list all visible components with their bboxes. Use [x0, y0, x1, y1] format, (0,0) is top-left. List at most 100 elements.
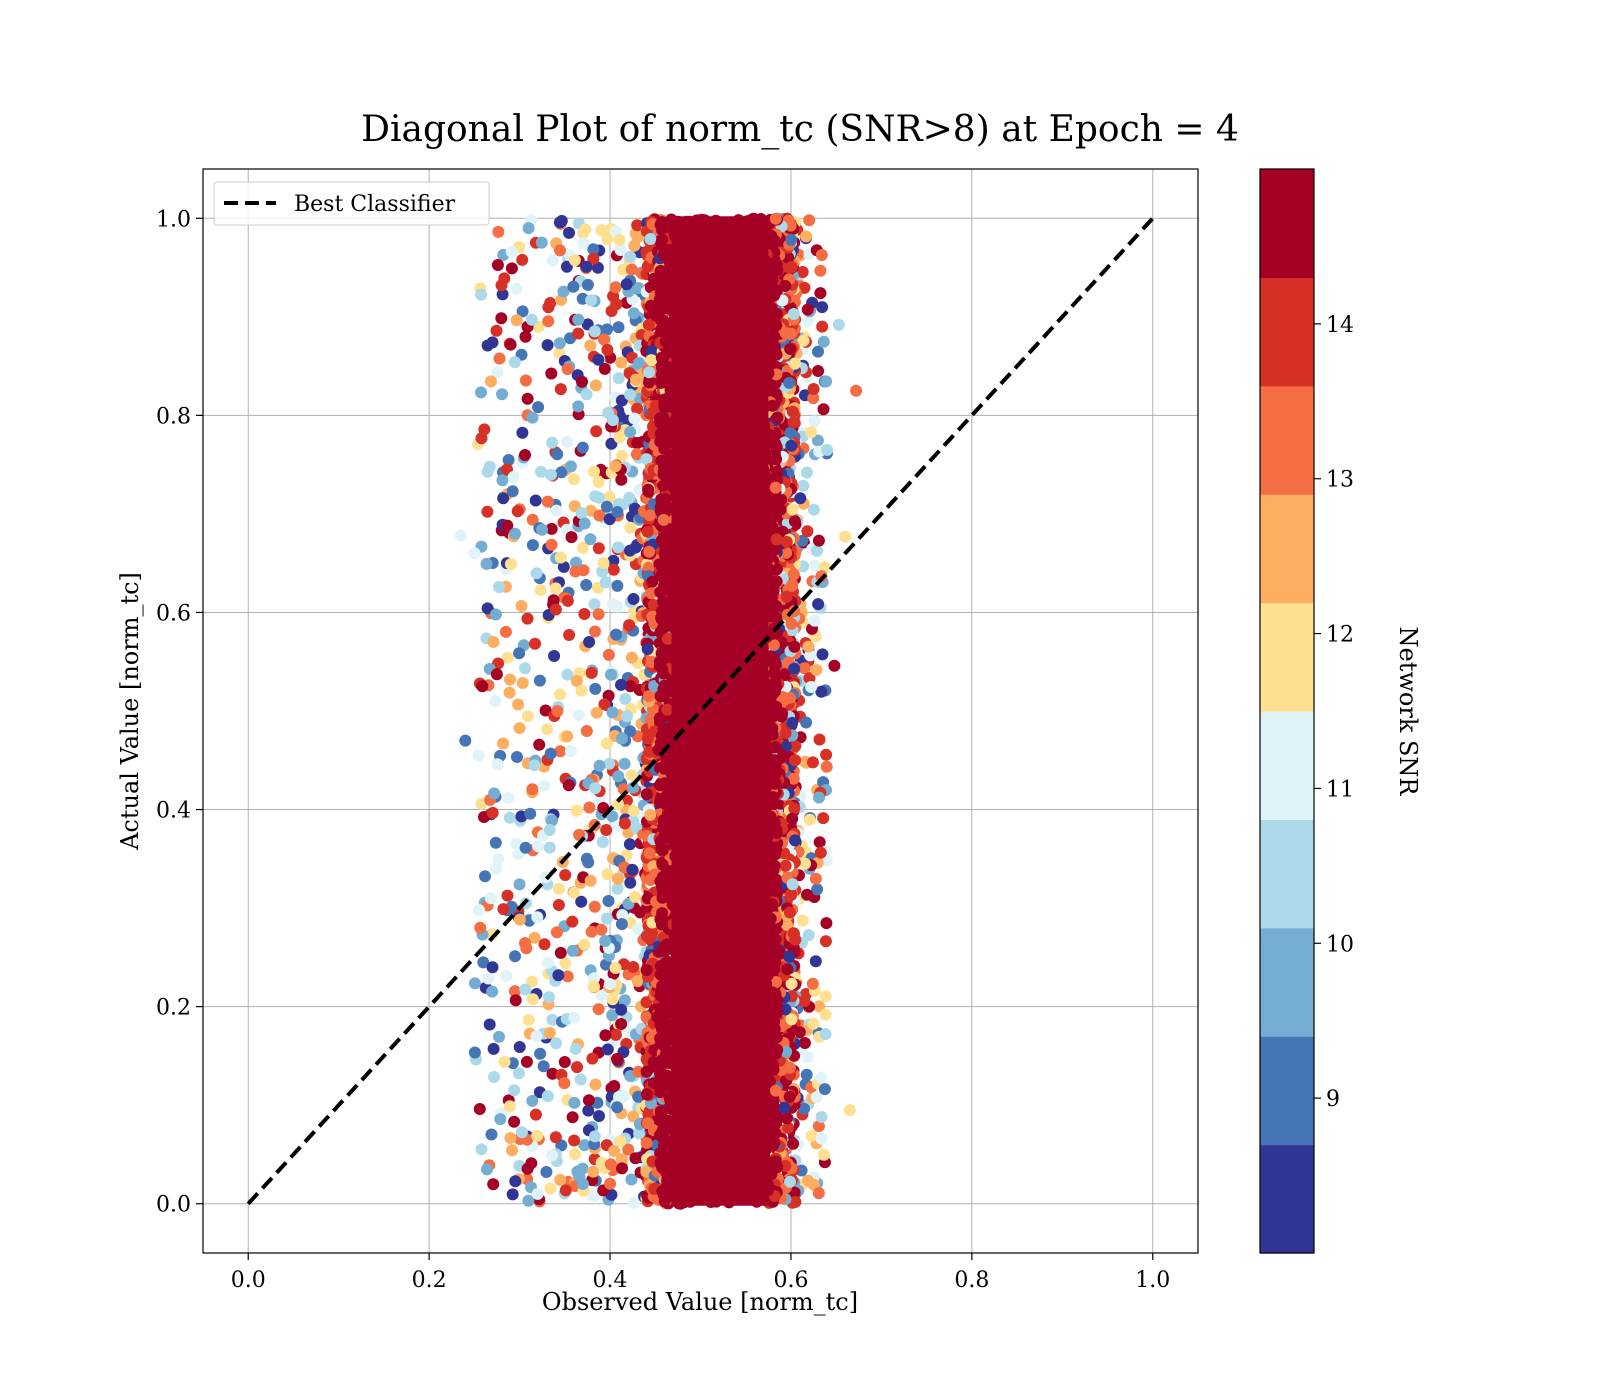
scatter-point: [642, 483, 655, 496]
scatter-point: [812, 345, 824, 358]
scatter-point: [800, 466, 813, 479]
scatter-point: [546, 1013, 559, 1026]
scatter-point: [631, 219, 644, 232]
scatter-point: [585, 925, 598, 938]
scatter-point: [608, 1080, 621, 1092]
scatter-point: [569, 1042, 582, 1055]
scatter-point: [801, 303, 814, 316]
scatter-point: [633, 357, 645, 369]
scatter-point: [629, 1152, 642, 1165]
scatter-point: [587, 243, 600, 256]
scatter-point: [529, 1108, 542, 1121]
scatter-point: [641, 732, 654, 745]
scatter-point: [812, 1120, 825, 1133]
scatter-point: [796, 266, 809, 278]
scatter-point: [494, 1113, 507, 1126]
scatter-point: [567, 473, 580, 486]
scatter-point: [526, 783, 539, 796]
scatter-point: [785, 233, 798, 246]
scatter-point: [788, 802, 801, 815]
scatter-point: [606, 993, 619, 1006]
scatter-point: [508, 985, 521, 998]
scatter-point: [603, 757, 616, 770]
scatter-point: [641, 643, 654, 655]
scatter-point: [803, 813, 816, 826]
scatter-point: [506, 1188, 519, 1201]
scatter-point: [778, 1101, 791, 1114]
scatter-point: [496, 474, 509, 487]
scatter-point: [546, 436, 559, 449]
scatter-point: [568, 254, 581, 267]
scatter-point: [780, 590, 793, 603]
scatter-point: [602, 407, 615, 419]
scatter-point: [476, 680, 489, 693]
scatter-point: [850, 384, 863, 397]
scatter-point: [815, 685, 828, 698]
scatter-point: [820, 375, 833, 388]
scatter-point: [592, 542, 605, 555]
scatter-point: [583, 636, 596, 648]
scatter-point: [622, 1143, 635, 1156]
scatter-point: [486, 806, 499, 819]
scatter-point: [531, 911, 544, 924]
scatter-point: [803, 214, 816, 227]
scatter-point: [601, 868, 614, 881]
scatter-point: [805, 681, 818, 693]
scatter-point: [800, 230, 813, 243]
scatter-point: [472, 904, 485, 917]
scatter-point: [570, 804, 583, 817]
scatter-point: [554, 551, 567, 564]
scatter-point: [779, 727, 792, 740]
scatter-point: [625, 263, 638, 276]
scatter-point: [553, 882, 565, 895]
scatter-point: [818, 561, 831, 574]
scatter-point: [519, 662, 531, 675]
scatter-point: [789, 740, 802, 753]
scatter-point: [814, 846, 827, 859]
scatter-point: [576, 541, 589, 554]
scatter-point: [780, 918, 793, 931]
scatter-point: [508, 1084, 521, 1097]
scatter-point: [468, 547, 481, 560]
scatter-point: [628, 1197, 640, 1209]
scatter-point: [640, 788, 653, 801]
scatter-point: [586, 1052, 599, 1065]
scatter-point: [612, 770, 625, 783]
scatter-point: [611, 1053, 623, 1065]
scatter-point: [552, 969, 565, 982]
scatter-point: [508, 1115, 521, 1128]
scatter-point: [561, 594, 574, 607]
scatter-point: [485, 1128, 498, 1141]
scatter-point: [600, 737, 613, 750]
scatter-point: [815, 1071, 827, 1084]
scatter-point: [615, 678, 627, 691]
scatter-point: [557, 560, 570, 573]
scatter-point: [503, 686, 516, 699]
scatter-point: [546, 1067, 559, 1080]
scatter-point: [501, 889, 514, 902]
scatter-point: [561, 668, 574, 681]
scatter-point: [807, 392, 820, 405]
scatter-point: [545, 468, 557, 481]
scatter-point: [592, 1003, 605, 1016]
scatter-point: [799, 857, 811, 870]
scatter-point: [787, 927, 800, 940]
scatter-point: [568, 1134, 581, 1147]
scatter-point: [592, 476, 605, 488]
scatter-point: [528, 759, 541, 772]
scatter-point: [588, 900, 601, 913]
scatter-point: [817, 812, 830, 825]
scatter-point: [515, 1126, 528, 1139]
scatter-point: [563, 629, 576, 641]
scatter-point: [488, 1071, 500, 1083]
scatter-point: [513, 913, 526, 926]
scatter-point: [541, 1090, 554, 1103]
scatter-point: [538, 938, 551, 951]
scatter-point: [801, 315, 814, 328]
scatter-point: [584, 874, 597, 887]
scatter-point: [627, 593, 640, 605]
scatter-point: [627, 961, 640, 973]
scatter-point: [647, 599, 660, 611]
scatter-point: [787, 416, 800, 429]
scatter-point: [610, 628, 623, 641]
